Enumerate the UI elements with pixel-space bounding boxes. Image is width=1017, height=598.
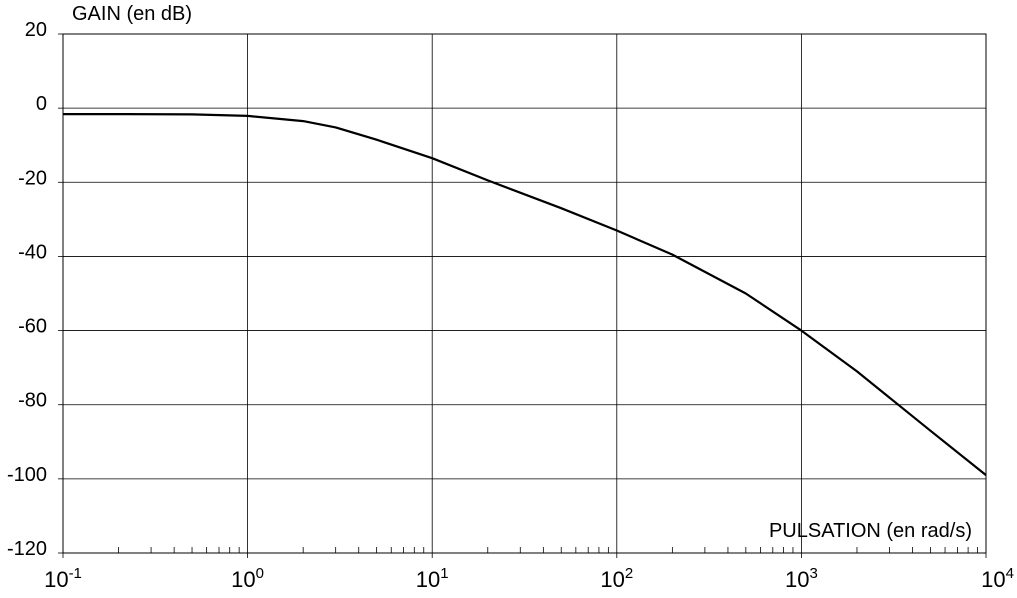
y-tick-labels: 20 0 -20 -40 -60 -80 -100 -120 <box>7 19 47 560</box>
y-tick-label: -60 <box>18 316 47 338</box>
x-tick-label: 10-1 <box>44 565 82 592</box>
y-tick-label: -120 <box>7 538 47 560</box>
y-axis-title: GAIN (en dB) <box>72 3 192 25</box>
grid <box>58 33 987 558</box>
x-tick-label: 104 <box>981 565 1014 592</box>
y-tick-label: 0 <box>36 93 47 115</box>
y-tick-label: -20 <box>18 167 47 189</box>
x-tick-labels: 10-1 100 101 102 103 104 <box>44 565 1014 592</box>
x-tick-label: 103 <box>785 565 818 592</box>
x-axis-title: PULSATION (en rad/s) <box>769 520 972 542</box>
y-tick-label: -40 <box>18 241 47 263</box>
y-tick-label: 20 <box>25 19 47 41</box>
plot-border <box>62 33 987 554</box>
x-tick-label: 102 <box>600 565 633 592</box>
y-tick-label: -80 <box>18 390 47 412</box>
gain-curve <box>63 112 987 476</box>
series-group <box>63 112 987 476</box>
y-tick-label: -100 <box>7 464 47 486</box>
x-tick-label: 100 <box>231 565 264 592</box>
x-tick-label: 101 <box>416 565 449 592</box>
